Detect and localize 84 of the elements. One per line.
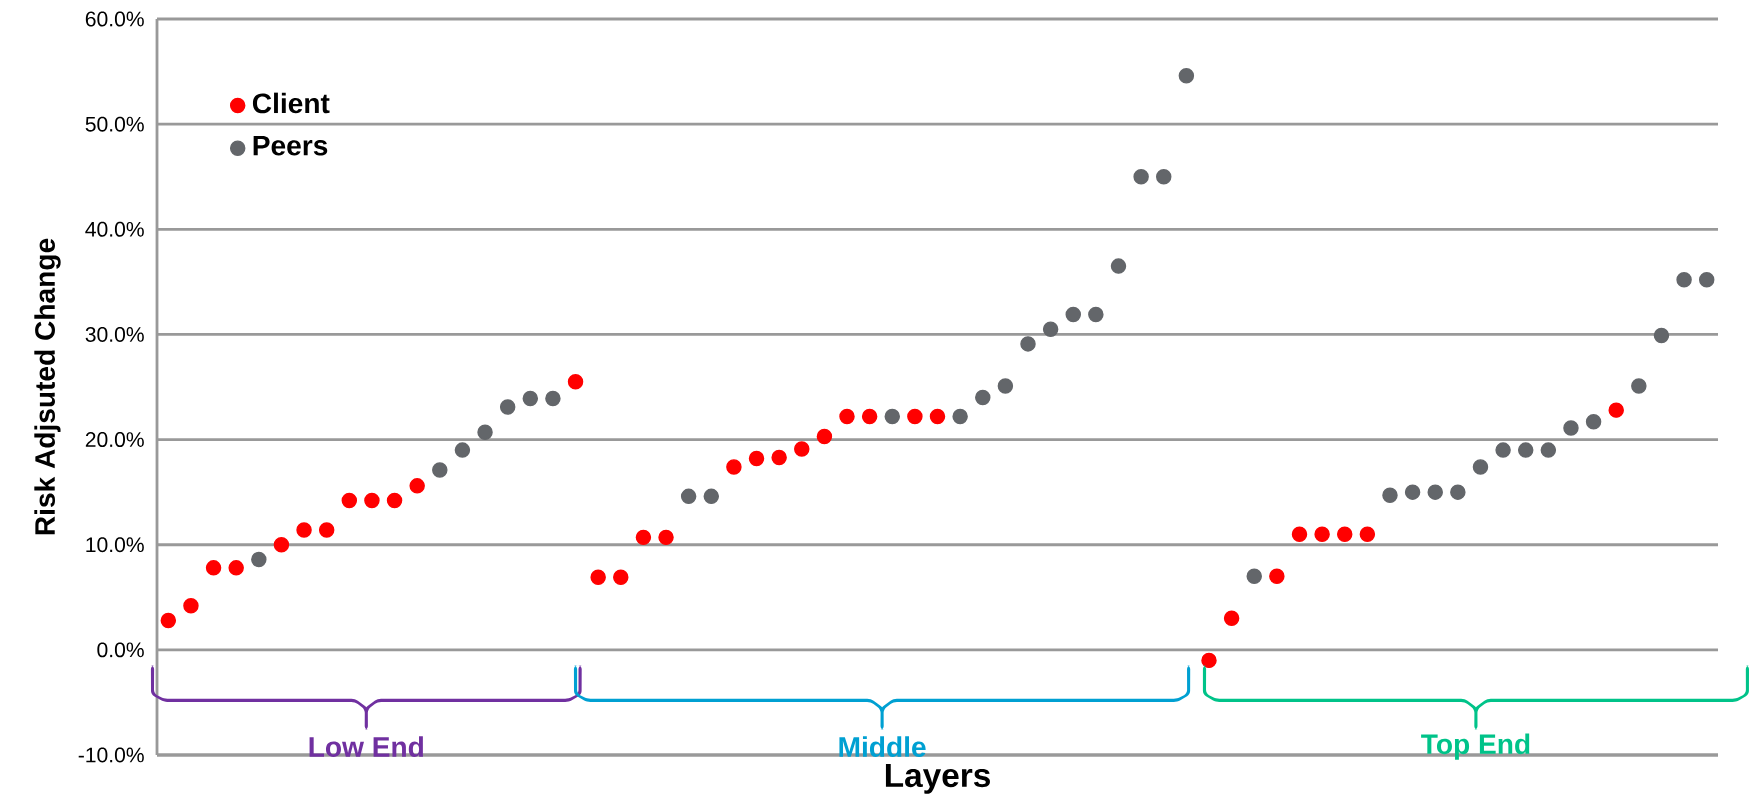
annotation: Top End <box>1421 733 1530 760</box>
point <box>1201 652 1217 669</box>
y-tick-label: -10.0% <box>78 747 144 763</box>
point <box>364 492 380 509</box>
point <box>1450 484 1466 500</box>
point <box>1585 413 1602 430</box>
point <box>1698 272 1715 288</box>
point <box>1246 568 1262 584</box>
y-tick-label: 40.0% <box>85 221 144 237</box>
x-axis-title: Layers <box>885 763 990 794</box>
point <box>1156 168 1172 185</box>
point <box>1110 258 1127 274</box>
point <box>613 569 629 586</box>
point <box>1088 306 1104 323</box>
point <box>680 488 697 505</box>
point <box>794 441 810 457</box>
point <box>432 462 448 478</box>
y-tick-label: 0.0% <box>97 642 144 658</box>
point <box>183 597 199 614</box>
point <box>1314 526 1330 542</box>
point <box>160 612 177 629</box>
point <box>273 536 290 553</box>
point <box>1269 568 1285 584</box>
point <box>929 408 946 425</box>
point <box>454 442 471 458</box>
point <box>907 408 923 425</box>
point <box>409 478 425 494</box>
point <box>1540 442 1557 458</box>
point <box>771 449 787 466</box>
point <box>318 522 335 538</box>
point <box>1631 378 1647 394</box>
annotation: Middle <box>839 736 926 757</box>
point <box>635 529 652 546</box>
point <box>861 408 878 425</box>
point <box>1133 168 1149 185</box>
point <box>341 492 358 509</box>
point <box>1336 526 1353 542</box>
legend-label: Peers <box>253 135 328 156</box>
point <box>997 378 1014 394</box>
point <box>1020 336 1036 352</box>
point <box>1291 526 1308 542</box>
y-tick-label: 20.0% <box>85 432 144 448</box>
point <box>1404 484 1421 500</box>
point <box>816 428 833 445</box>
point <box>545 390 561 407</box>
point <box>1676 272 1692 288</box>
point <box>590 569 606 586</box>
point <box>477 424 493 440</box>
point <box>703 488 720 505</box>
point <box>1427 484 1443 500</box>
point <box>386 492 403 509</box>
point <box>952 408 968 425</box>
y-tick-label: 60.0% <box>85 11 144 27</box>
point <box>1495 442 1511 458</box>
point <box>1065 306 1081 323</box>
point <box>522 390 539 407</box>
point <box>499 399 516 415</box>
y-tick-label: 30.0% <box>85 326 144 342</box>
point <box>1042 321 1059 337</box>
point <box>1359 526 1376 542</box>
point <box>748 450 765 467</box>
point <box>726 459 742 475</box>
annotation: Low End <box>309 736 423 757</box>
point <box>567 374 584 390</box>
point <box>839 408 855 425</box>
point <box>1472 459 1489 475</box>
point <box>1517 442 1534 458</box>
point <box>1563 420 1579 436</box>
point <box>1382 487 1398 504</box>
y-tick-label: 10.0% <box>86 537 144 553</box>
point <box>1608 402 1624 418</box>
point <box>205 560 222 576</box>
point <box>228 560 244 576</box>
point <box>1223 610 1240 627</box>
legend-label: Client <box>252 92 330 114</box>
y-axis-title: Risk Adjsuted Change <box>34 238 61 535</box>
point <box>1178 68 1195 84</box>
point <box>296 522 312 538</box>
point <box>884 408 901 425</box>
point <box>658 529 674 546</box>
point <box>251 551 267 568</box>
y-tick-label: 50.0% <box>85 116 144 132</box>
point <box>975 389 991 406</box>
point <box>1653 327 1670 344</box>
